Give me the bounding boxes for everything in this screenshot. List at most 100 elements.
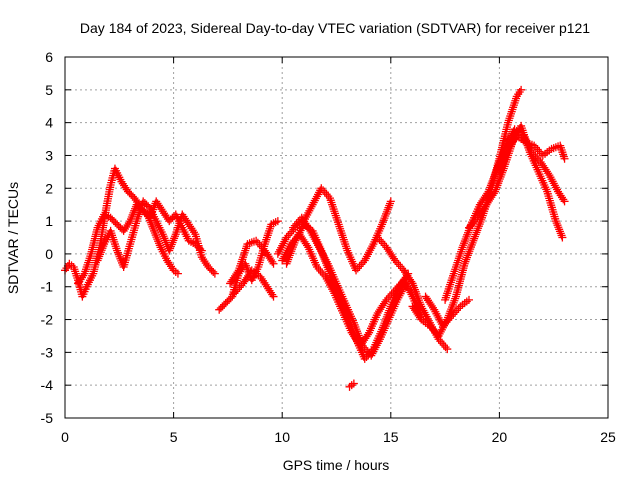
data-point <box>533 145 542 154</box>
y-tick-label: -3 <box>41 344 54 360</box>
data-point <box>124 219 133 228</box>
data-point <box>360 343 369 352</box>
data-point <box>252 236 261 245</box>
data-points <box>61 85 569 391</box>
data-point <box>382 295 391 304</box>
data-point <box>530 141 539 150</box>
data-point <box>353 264 362 273</box>
data-point <box>436 337 445 346</box>
data-point <box>269 259 278 268</box>
data-point <box>445 314 454 323</box>
data-point <box>425 322 434 331</box>
y-tick-label: 3 <box>45 147 53 163</box>
x-tick-label: 0 <box>61 429 69 445</box>
x-axis-label: GPS time / hours <box>283 457 390 473</box>
plot-frame <box>64 56 609 419</box>
chart-title: Day 184 of 2023, Sidereal Day-to-day VTE… <box>80 20 590 36</box>
y-tick-label: 4 <box>45 115 53 131</box>
data-point <box>427 324 436 333</box>
data-point <box>447 312 456 321</box>
data-point <box>394 260 403 269</box>
data-point <box>79 271 88 280</box>
data-point <box>396 262 405 271</box>
data-point <box>470 217 479 226</box>
grid-lines <box>65 57 608 418</box>
data-point <box>322 190 331 199</box>
data-point <box>257 242 266 251</box>
data-point <box>464 295 473 304</box>
data-point <box>173 269 182 278</box>
data-point <box>440 320 449 329</box>
y-tick-label: 0 <box>45 246 53 262</box>
x-tick-label: 5 <box>170 429 178 445</box>
data-point <box>362 345 371 354</box>
data-point <box>464 223 473 232</box>
data-point <box>292 219 301 228</box>
data-point <box>320 188 329 197</box>
data-point <box>352 266 361 275</box>
data-point <box>232 287 241 296</box>
data-point <box>269 292 278 301</box>
data-point <box>517 85 526 94</box>
data-point <box>468 219 477 228</box>
y-tick-label: -2 <box>41 312 54 328</box>
data-point <box>378 239 387 248</box>
data-point <box>360 354 369 363</box>
data-point <box>210 269 219 278</box>
x-tick-label: 15 <box>383 429 399 445</box>
data-point <box>190 228 199 237</box>
data-point <box>235 283 244 292</box>
data-point <box>312 263 321 272</box>
data-point <box>290 221 299 230</box>
data-point <box>282 233 291 242</box>
data-point <box>209 267 218 276</box>
y-tick-label: -1 <box>41 279 54 295</box>
data-point <box>358 341 367 350</box>
data-point <box>318 268 327 277</box>
y-tick-label: -5 <box>41 410 54 426</box>
data-point <box>233 285 242 294</box>
data-point <box>168 264 177 273</box>
data-point <box>452 306 461 315</box>
data-point <box>349 379 358 388</box>
data-point <box>233 268 242 277</box>
data-point <box>373 233 382 242</box>
data-point <box>355 262 364 271</box>
data-point <box>303 241 312 250</box>
data-point <box>230 289 239 298</box>
data-point <box>442 318 451 327</box>
axis-ticks: 0 5 10 15 20 25 -5 -4 -3 -2 -1 0 1 2 3 4 5 6 <box>41 49 616 445</box>
y-tick-label: 1 <box>45 213 53 229</box>
data-point <box>255 240 264 249</box>
data-point <box>438 322 447 331</box>
data-point <box>439 341 448 350</box>
data-point <box>444 316 453 325</box>
x-tick-label: 10 <box>274 429 290 445</box>
y-tick-label: -4 <box>41 377 54 393</box>
x-tick-label: 25 <box>600 429 616 445</box>
y-tick-label: 5 <box>45 82 53 98</box>
data-point <box>386 197 395 206</box>
data-point <box>392 258 401 267</box>
y-tick-label: 2 <box>45 180 53 196</box>
data-point <box>466 221 475 230</box>
data-point <box>268 257 277 266</box>
data-point <box>441 343 450 352</box>
data-point <box>443 345 452 354</box>
data-point <box>560 154 569 163</box>
data-point <box>358 258 367 267</box>
data-point <box>454 304 463 313</box>
y-tick-label: 6 <box>45 49 53 65</box>
data-point <box>253 238 262 247</box>
y-axis-label: SDTVAR / TECUs <box>5 182 21 294</box>
data-point <box>314 265 323 274</box>
data-point <box>438 339 447 348</box>
data-point <box>531 143 540 152</box>
data-point <box>273 217 282 226</box>
data-point <box>415 313 424 322</box>
x-tick-label: 20 <box>492 429 508 445</box>
data-point <box>377 237 386 246</box>
data-point <box>286 229 295 238</box>
data-point <box>284 231 293 240</box>
